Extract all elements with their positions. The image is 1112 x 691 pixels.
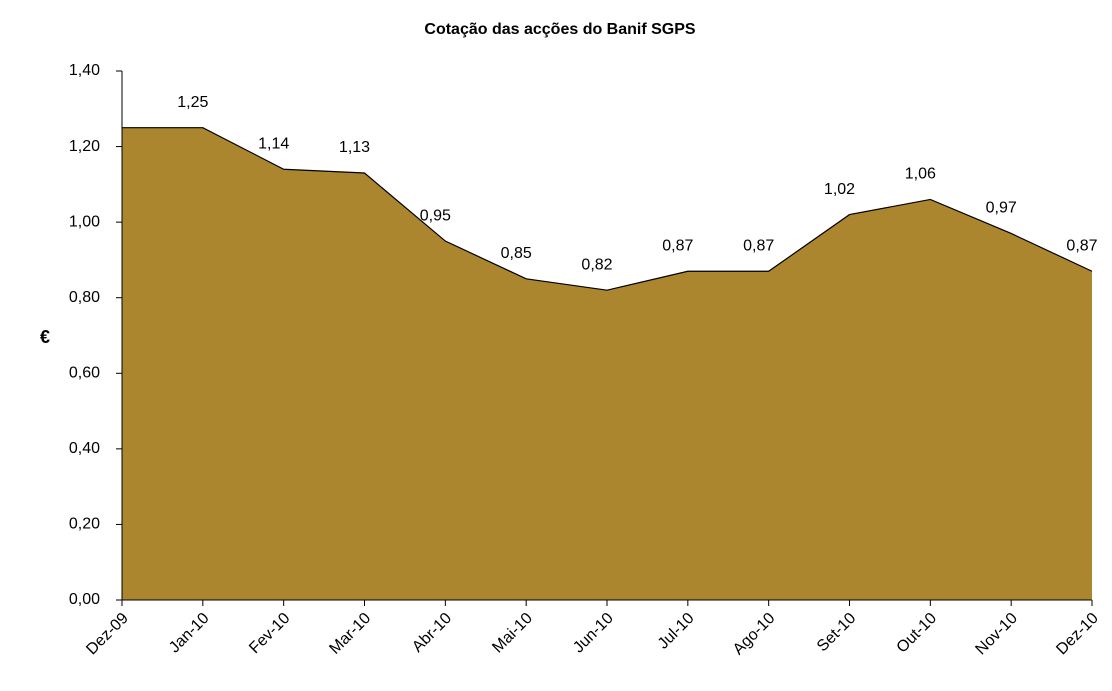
data-label: 1,25 [177, 94, 208, 111]
x-tick-label: Dez-09 [83, 610, 132, 659]
y-tick-label: 0,00 [69, 591, 100, 608]
x-tick-label: Mai-10 [489, 610, 536, 657]
x-tick-label: Abr-10 [409, 610, 455, 656]
data-label: 0,85 [501, 245, 532, 262]
y-tick-label: 0,60 [69, 365, 100, 382]
data-label: 1,13 [339, 139, 370, 156]
x-tick-label: Set-10 [814, 610, 859, 655]
x-tick-label: Ago-10 [730, 610, 779, 659]
data-label: 1,02 [824, 181, 855, 198]
data-label: 0,87 [743, 237, 774, 254]
x-tick-label: Dez-10 [1053, 610, 1102, 659]
x-tick-label: Mar-10 [326, 610, 374, 658]
x-tick-label: Jun-10 [570, 610, 617, 657]
data-label: 0,97 [986, 200, 1017, 217]
x-tick-label: Jul-10 [655, 610, 698, 653]
x-tick-label: Out-10 [894, 610, 941, 657]
y-tick-label: 0,20 [69, 516, 100, 533]
y-tick-label: 1,20 [69, 138, 100, 155]
area [122, 127, 1092, 600]
y-axis-label: € [40, 327, 50, 347]
data-label: 1,14 [258, 135, 289, 152]
x-tick-label: Fev-10 [246, 610, 293, 657]
y-tick-label: 1,00 [69, 213, 100, 230]
y-tick-label: 0,40 [69, 440, 100, 457]
data-label: 0,82 [581, 256, 612, 273]
data-label: 0,87 [662, 237, 693, 254]
y-tick-label: 1,40 [69, 62, 100, 79]
area-line [122, 127, 1093, 291]
data-label: 1,06 [905, 166, 936, 183]
x-tick-label: Nov-10 [972, 610, 1021, 659]
x-tick-label: Jan-10 [166, 610, 213, 657]
data-label: 0,95 [420, 207, 451, 224]
data-label: 0,87 [1066, 237, 1097, 254]
y-tick-label: 0,80 [69, 289, 100, 306]
chart-title: Cotação das acções do Banif SGPS [424, 21, 696, 38]
